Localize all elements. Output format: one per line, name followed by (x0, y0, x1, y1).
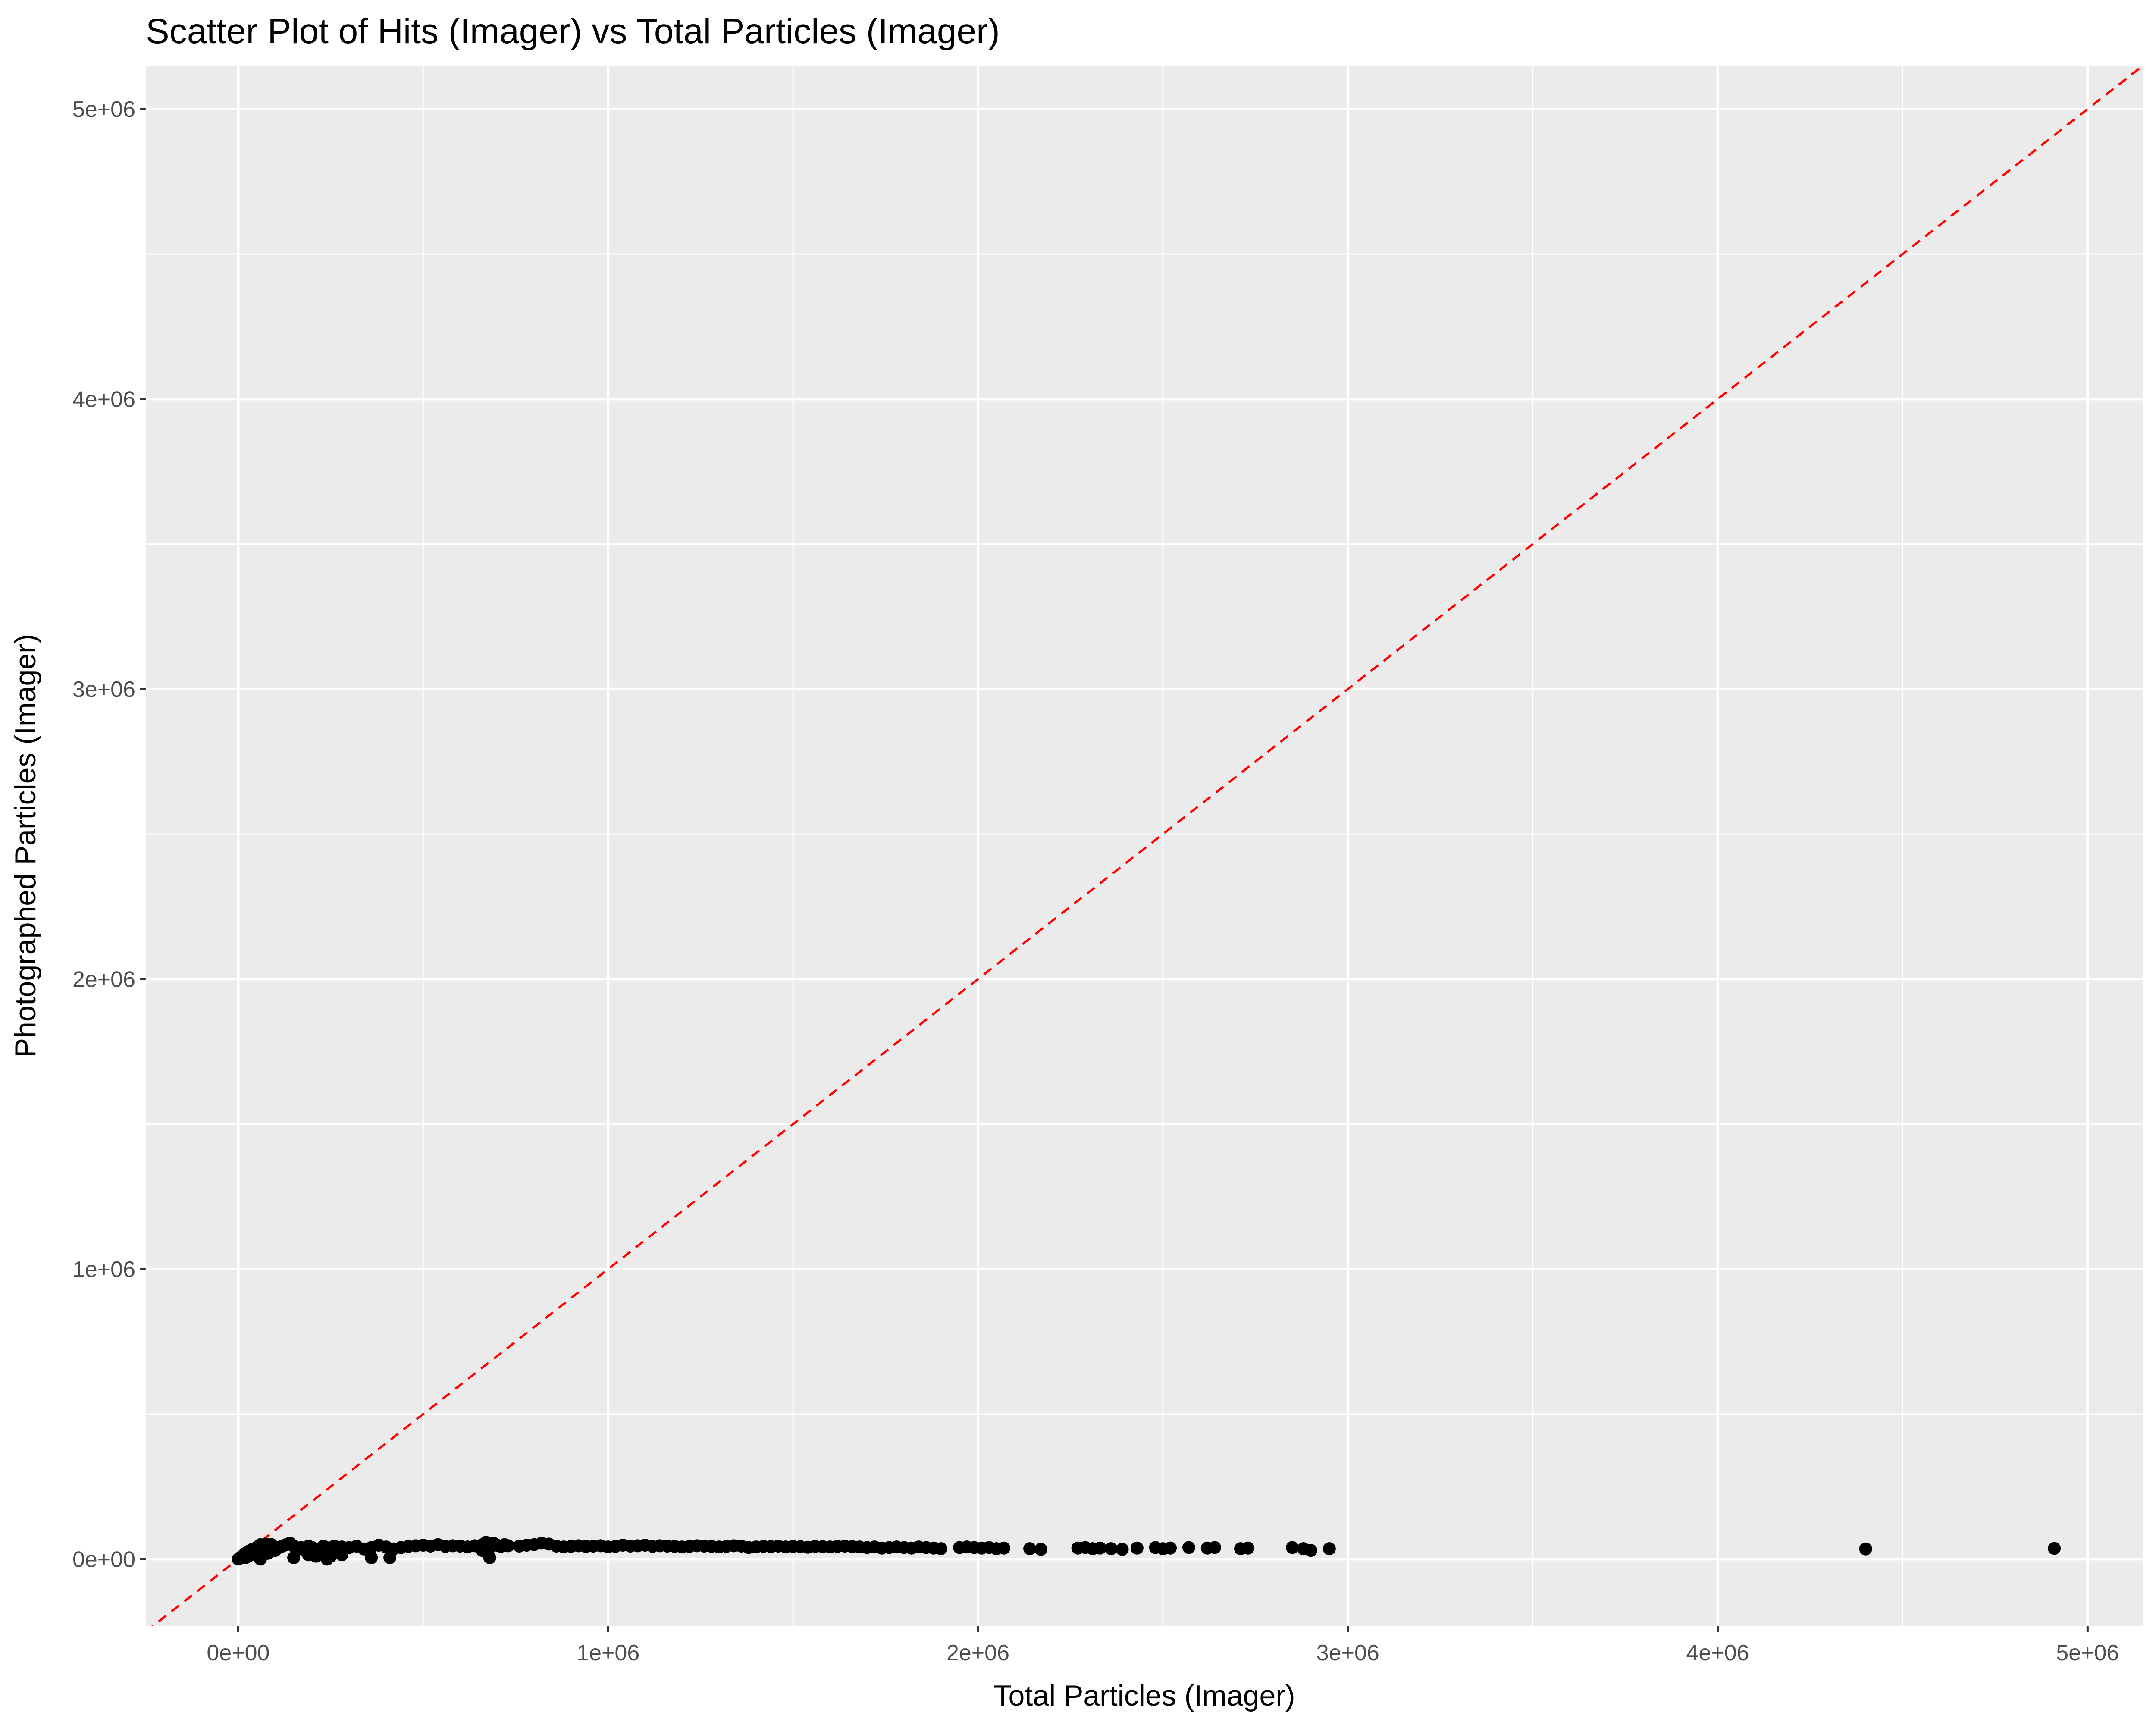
y-tick-label: 0e+00 (72, 1547, 135, 1572)
data-point (309, 1549, 323, 1563)
data-point (1116, 1543, 1129, 1556)
x-tick-label: 2e+06 (946, 1640, 1009, 1665)
data-point (254, 1552, 267, 1566)
data-point (1164, 1541, 1177, 1555)
y-tick-label: 1e+06 (72, 1257, 135, 1282)
data-point (1034, 1543, 1047, 1556)
data-point (2048, 1542, 2061, 1555)
grid-minor-lines (146, 66, 2143, 1626)
y-tick-label: 4e+06 (72, 387, 135, 412)
y-axis: 0e+00 1e+06 2e+06 3e+06 4e+06 5e+06 (72, 97, 146, 1572)
data-point (1130, 1541, 1144, 1555)
data-point (1208, 1541, 1221, 1554)
chart-title: Scatter Plot of Hits (Imager) vs Total P… (146, 12, 1000, 51)
y-tick-label: 5e+06 (72, 97, 135, 122)
data-point (1241, 1541, 1255, 1555)
data-point (335, 1548, 348, 1562)
x-tick-label: 4e+06 (1686, 1640, 1749, 1665)
data-point (1104, 1542, 1118, 1556)
plot-area (151, 66, 2143, 1626)
data-point (501, 1539, 515, 1552)
plot-panel (146, 66, 2143, 1626)
data-point (1094, 1541, 1107, 1555)
x-axis: 0e+00 1e+06 2e+06 3e+06 4e+06 5e+06 (207, 1626, 2119, 1665)
data-point (934, 1542, 948, 1556)
data-point (1859, 1542, 1872, 1556)
y-axis-title: Photographed Particles (Imager) (9, 634, 42, 1058)
grid-major-lines (146, 66, 2143, 1626)
reference-line (151, 66, 2143, 1626)
y-tick-label: 2e+06 (72, 967, 135, 992)
data-point (383, 1551, 397, 1564)
x-tick-label: 0e+00 (207, 1640, 270, 1665)
data-point (1304, 1544, 1317, 1557)
data-point (365, 1551, 378, 1564)
data-point (997, 1541, 1011, 1555)
data-point (1182, 1541, 1195, 1554)
data-point (287, 1551, 301, 1564)
x-axis-title: Total Particles (Imager) (993, 1679, 1295, 1712)
x-tick-label: 3e+06 (1316, 1640, 1379, 1665)
data-point (476, 1544, 489, 1557)
points-layer (232, 1536, 2061, 1566)
data-point (1286, 1541, 1299, 1554)
x-tick-label: 5e+06 (2056, 1640, 2119, 1665)
y-tick-label: 3e+06 (72, 677, 135, 702)
data-point (324, 1549, 337, 1563)
data-point (1023, 1542, 1037, 1556)
data-point (1322, 1542, 1336, 1556)
x-tick-label: 1e+06 (577, 1640, 639, 1665)
